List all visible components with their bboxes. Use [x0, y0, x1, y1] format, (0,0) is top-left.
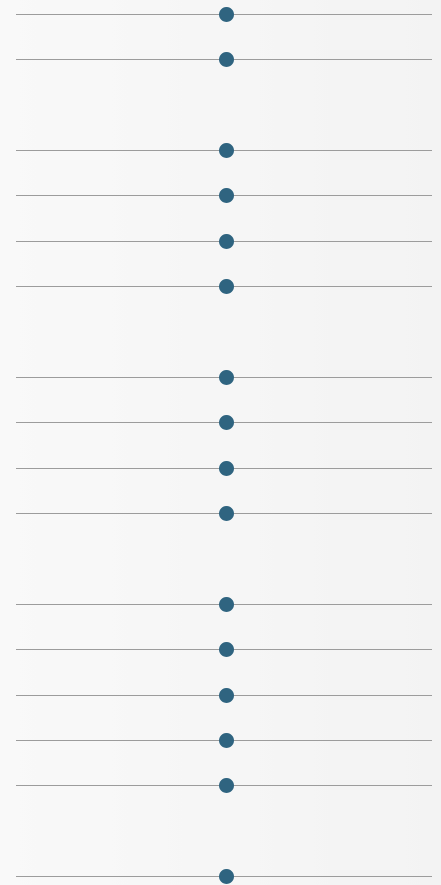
- slider-thumb[interactable]: [218, 778, 234, 794]
- slider[interactable]: [16, 415, 432, 431]
- slider[interactable]: [16, 188, 432, 204]
- slider[interactable]: [16, 142, 432, 159]
- slider-thumb[interactable]: [218, 460, 234, 476]
- slider[interactable]: [16, 460, 432, 477]
- slider[interactable]: [16, 278, 432, 295]
- slider[interactable]: [16, 732, 432, 749]
- slider[interactable]: [16, 596, 432, 613]
- slider-thumb[interactable]: [218, 142, 234, 158]
- slider-thumb[interactable]: [218, 6, 234, 22]
- slider-thumb[interactable]: [218, 642, 234, 658]
- slider[interactable]: [16, 778, 432, 794]
- slider-thumb[interactable]: [218, 278, 234, 294]
- slider[interactable]: [16, 51, 432, 68]
- slider-thumb[interactable]: [218, 415, 234, 431]
- slider[interactable]: [16, 642, 432, 658]
- slider[interactable]: [16, 869, 432, 885]
- slider[interactable]: [16, 6, 432, 23]
- slider-thumb[interactable]: [218, 596, 234, 612]
- slider-thumb[interactable]: [218, 188, 234, 204]
- slider-thumb[interactable]: [218, 505, 234, 521]
- slider-thumb[interactable]: [218, 687, 234, 703]
- slider-thumb[interactable]: [218, 233, 234, 249]
- slider-thumb[interactable]: [218, 869, 234, 885]
- slider-thumb[interactable]: [218, 51, 234, 67]
- slider-thumb[interactable]: [218, 732, 234, 748]
- slider-thumb[interactable]: [218, 369, 234, 385]
- slider[interactable]: [16, 369, 432, 386]
- slider[interactable]: [16, 233, 432, 250]
- slider[interactable]: [16, 505, 432, 522]
- slider[interactable]: [16, 687, 432, 704]
